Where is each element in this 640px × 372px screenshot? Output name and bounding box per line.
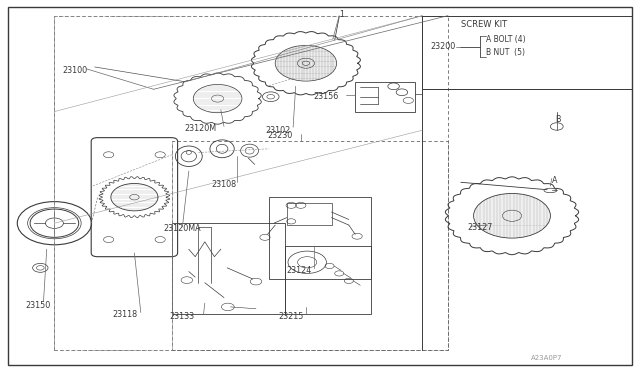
- Bar: [355, 82, 415, 112]
- Text: 23127: 23127: [467, 223, 493, 232]
- Bar: [285, 246, 371, 314]
- Bar: [287, 203, 332, 225]
- Text: 23124: 23124: [287, 266, 312, 275]
- Bar: [172, 223, 285, 314]
- Text: 23133: 23133: [170, 312, 195, 321]
- Text: 23215: 23215: [278, 312, 304, 321]
- Text: 23108: 23108: [211, 180, 236, 189]
- Bar: [54, 16, 448, 350]
- Bar: [422, 16, 632, 89]
- Text: 23118: 23118: [112, 310, 137, 319]
- Text: 23120M: 23120M: [184, 124, 216, 133]
- Text: 23120MA: 23120MA: [163, 224, 201, 233]
- Text: 23100: 23100: [63, 66, 88, 75]
- Text: A23A0P7: A23A0P7: [531, 355, 563, 361]
- Text: A BOLT (4): A BOLT (4): [486, 35, 526, 44]
- Text: 1: 1: [339, 10, 344, 19]
- Text: 23200: 23200: [430, 42, 455, 51]
- Text: B NUT  (5): B NUT (5): [486, 48, 525, 57]
- Text: 23230: 23230: [268, 131, 292, 140]
- Bar: [172, 141, 448, 350]
- Text: A: A: [552, 176, 557, 185]
- Text: B: B: [556, 115, 561, 124]
- Text: 23156: 23156: [314, 92, 339, 101]
- Text: 23102: 23102: [266, 126, 291, 135]
- Text: SCREW KIT: SCREW KIT: [461, 20, 507, 29]
- Text: 23150: 23150: [26, 301, 51, 310]
- Bar: [269, 197, 371, 279]
